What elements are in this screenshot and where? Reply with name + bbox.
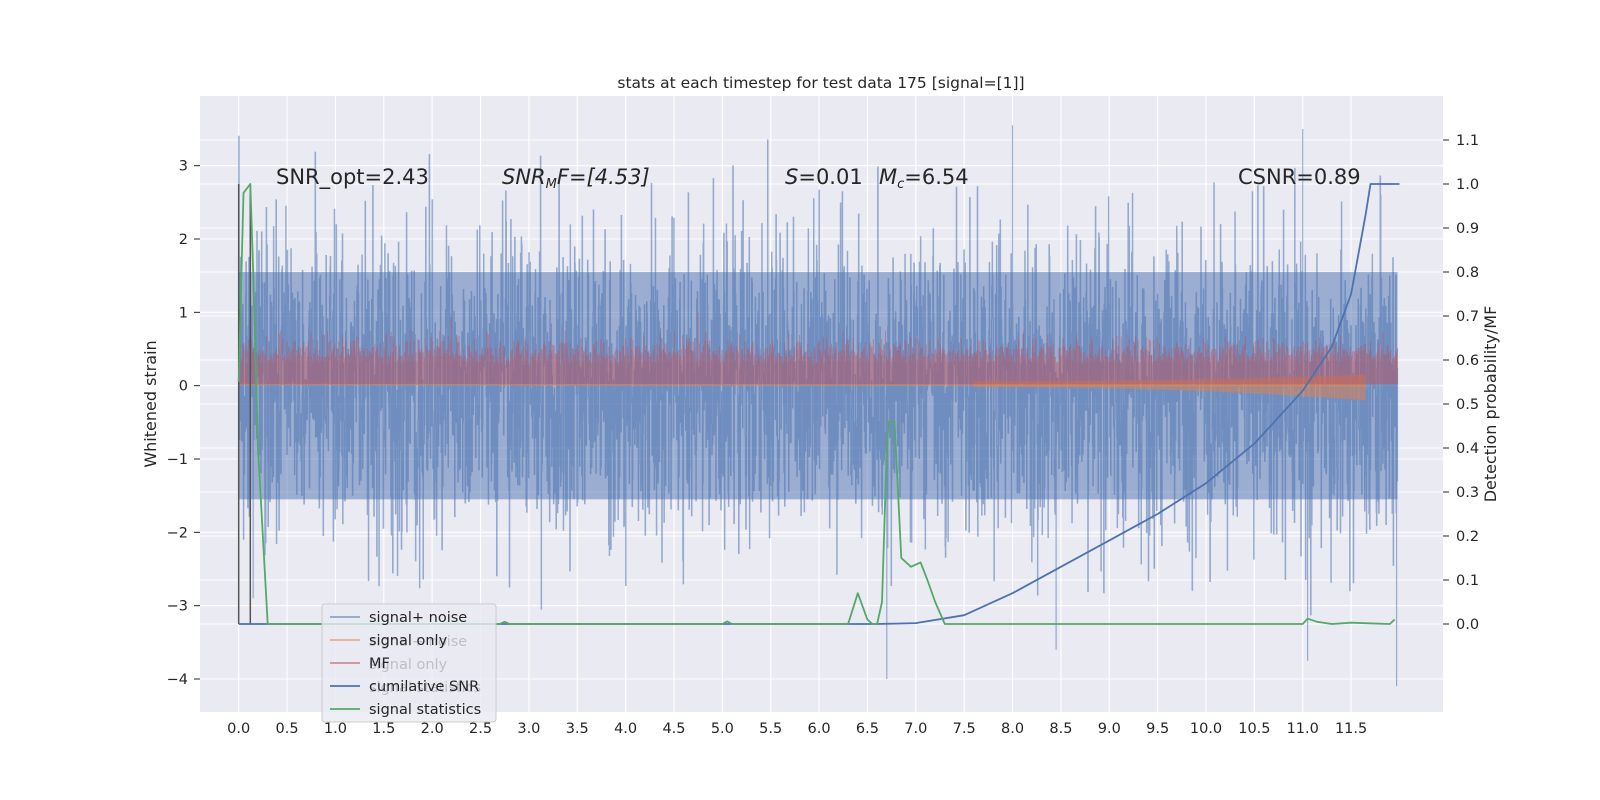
annotation-csnr: CSNR=0.89 [1238, 165, 1361, 189]
y-tick-label: −4 [167, 672, 188, 688]
series-cumulative-snr [238, 183, 1400, 625]
x-axis-ticks: 0.0 0.5 1.0 1.5 2.0 2.5 3.0 3.5 4.0 4.5 5.0 5.5 6.0 6… [227, 721, 1367, 737]
chart-title: stats at each timestep for test data 175… [617, 74, 1024, 92]
annotation-snr-opt: SNR_opt=2.43 [276, 165, 429, 190]
x-tick-label: 11.5 [1335, 721, 1367, 737]
legend-label: MF [369, 656, 390, 672]
annotation-mc: Mc=6.54 [879, 165, 969, 192]
y-tick-label: 2 [179, 232, 188, 248]
y2-tick-label: 0.2 [1456, 529, 1479, 545]
x-tick-label: 7.0 [904, 721, 927, 737]
legend-ghost-label: signal+ noise [369, 634, 467, 650]
y2-tick-label: 0.7 [1456, 309, 1479, 325]
legend-label: cumilative SNR [369, 679, 479, 695]
x-tick-label: 6.5 [856, 721, 879, 737]
y-axis-label: Whitened strain [141, 340, 160, 467]
x-tick-label: 1.5 [372, 721, 395, 737]
x-tick-label: 8.5 [1049, 721, 1072, 737]
x-tick-label: 5.0 [711, 721, 734, 737]
y-tick-label: −2 [167, 525, 188, 541]
legend-box [321, 603, 497, 723]
y2-tick-label: 0.4 [1456, 441, 1479, 457]
legend-ghost-label: signal only [369, 657, 448, 673]
x-tick-label: 9.0 [1098, 721, 1121, 737]
legend-ghost-label: signal statistics [369, 680, 481, 696]
y-tick-label: −3 [167, 599, 188, 615]
y2-tick-label: 0.9 [1456, 221, 1479, 237]
x-tick-label: 5.5 [759, 721, 782, 737]
y2-tick-label: 0.1 [1456, 573, 1479, 589]
y2-axis-label: Detection probability/MF [1481, 306, 1500, 503]
x-tick-label: 9.5 [1146, 721, 1169, 737]
annotation-snr-mf: SNRMF=[4.53] [502, 165, 650, 192]
x-tick-label: 10.0 [1190, 721, 1222, 737]
y2-tick-label: 0.0 [1456, 617, 1479, 633]
x-tick-label: 7.5 [953, 721, 976, 737]
y2-tick-label: 0.8 [1456, 265, 1479, 281]
plot-layers [237, 125, 1400, 687]
x-tick-label: 0.0 [227, 721, 250, 737]
x-tick-label: 10.5 [1238, 721, 1270, 737]
annotation-s: S=0.01 [785, 165, 863, 189]
x-tick-label: 0.5 [276, 721, 299, 737]
y2-axis-ticks: 1.1 1.0 0.9 0.8 0.7 0.6 0.5 0.4 0.3 0.2 0.1 0.0 [1443, 133, 1479, 633]
x-tick-label: 6.0 [808, 721, 831, 737]
x-tick-label: 3.0 [517, 721, 540, 737]
y2-tick-label: 0.6 [1456, 353, 1479, 369]
x-tick-label: 4.0 [614, 721, 637, 737]
y-tick-label: 3 [179, 159, 188, 175]
y-tick-label: −1 [167, 452, 188, 468]
y-tick-label: 0 [179, 379, 188, 395]
x-tick-label: 2.0 [421, 721, 444, 737]
series-signal-only [973, 374, 1366, 401]
x-tick-label: 2.5 [469, 721, 492, 737]
legend-label: signal only [369, 633, 448, 649]
x-tick-label: 8.0 [1001, 721, 1024, 737]
x-tick-label: 3.5 [566, 721, 589, 737]
y-tick-label: 1 [179, 305, 188, 321]
legend-label: signal+ noise [369, 610, 467, 626]
y2-tick-label: 1.1 [1456, 133, 1479, 149]
y-axis-ticks: 3 2 1 0 −1 −2 −3 −4 [167, 159, 200, 688]
x-tick-label: 1.0 [324, 721, 347, 737]
x-tick-label: 11.0 [1287, 721, 1319, 737]
y2-tick-label: 0.5 [1456, 397, 1479, 413]
x-tick-label: 4.5 [662, 721, 685, 737]
signal-only-line [238, 383, 1366, 387]
legend-label: signal statistics [369, 702, 481, 718]
y2-tick-label: 1.0 [1456, 177, 1479, 193]
y2-tick-label: 0.3 [1456, 485, 1479, 501]
